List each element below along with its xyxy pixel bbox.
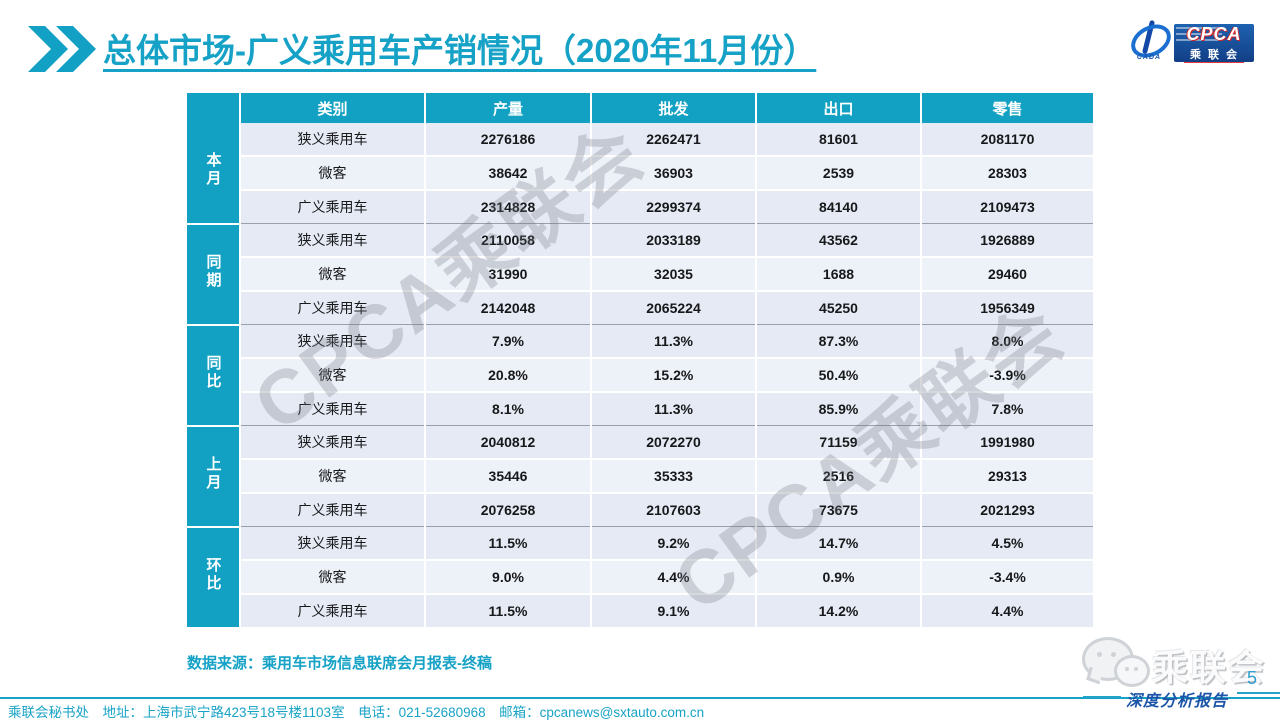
category-cell: 狭义乘用车 — [239, 425, 425, 459]
page-number: 5 — [1247, 668, 1258, 688]
group-mom: 环比 狭义乘用车 11.5% 9.2% 14.7% 4.5% 微客 9.0% 4… — [187, 525, 1093, 627]
table-header-row: 类别 产量 批发 出口 零售 — [187, 93, 1093, 123]
wechat-account-name: 乘联会 — [1152, 647, 1267, 688]
category-cell: 微客 — [239, 155, 425, 190]
report-type-label: 深度分析报告 — [1126, 693, 1229, 710]
category-cell: 狭义乘用车 — [239, 526, 425, 560]
group-label: 环比 — [187, 525, 240, 627]
chat-bubble-icon — [1114, 655, 1150, 687]
cpca-logo-text-cn: 乘联会 — [1184, 46, 1244, 63]
col-header-retail: 零售 — [920, 93, 1093, 123]
group-yoy: 同比 狭义乘用车 7.9% 11.3% 87.3% 8.0% 微客 20.8% … — [187, 323, 1093, 426]
category-cell: 微客 — [239, 458, 425, 493]
table-row: 广义乘用车 8.1% 11.3% 85.9% 7.8% — [187, 391, 1093, 426]
production-sales-table: 类别 产量 批发 出口 零售 本月 狭义乘用车 2276186 2262471 … — [187, 93, 1093, 627]
col-header-export: 出口 — [755, 93, 921, 123]
table-row: 广义乘用车 11.5% 9.1% 14.2% 4.4% — [187, 593, 1093, 627]
group-current-month: 本月 狭义乘用车 2276186 2262471 81601 2081170 微… — [187, 123, 1093, 224]
category-cell: 狭义乘用车 — [239, 223, 425, 257]
table-row: 本月 狭义乘用车 2276186 2262471 81601 2081170 — [187, 123, 1093, 224]
cpca-logo-text-en: CPCA — [1186, 23, 1242, 44]
table-row: 微客 20.8% 15.2% 50.4% -3.9% — [187, 357, 1093, 392]
category-cell: 狭义乘用车 — [239, 324, 425, 358]
col-header-category: 类别 — [239, 93, 425, 123]
table-row: 微客 35446 35333 2516 29313 — [187, 458, 1093, 493]
corner-cell — [187, 93, 240, 123]
table-row: 微客 38642 36903 2539 28303 — [187, 155, 1093, 190]
category-cell: 狭义乘用车 — [239, 123, 425, 156]
cpca-logo-box: CPCA 乘联会 — [1174, 23, 1254, 63]
table-row: 广义乘用车 2076258 2107603 73675 2021293 — [187, 492, 1093, 527]
col-header-production: 产量 — [424, 93, 591, 123]
cpca-emblem-icon: CADA — [1125, 17, 1177, 65]
category-cell: 微客 — [239, 357, 425, 392]
group-last-month: 上月 狭义乘用车 2040812 2072270 71159 1991980 微… — [187, 424, 1093, 527]
report-label-right-rule — [1237, 692, 1280, 694]
footer-contact-info: 乘联会秘书处 地址：上海市武宁路423号18号楼1103室 电话：021-526… — [8, 705, 705, 720]
category-cell: 广义乘用车 — [239, 189, 425, 224]
table-row: 环比 狭义乘用车 11.5% 9.2% 14.7% 4.5% — [187, 525, 1093, 627]
category-cell: 微客 — [239, 559, 425, 594]
double-chevron-icon — [28, 26, 100, 77]
category-cell: 广义乘用车 — [239, 492, 425, 527]
category-cell: 广义乘用车 — [239, 391, 425, 426]
cpca-logo: CADA CPCA 乘联会 — [1125, 17, 1256, 68]
data-source-note: 数据来源：乘用车市场信息联席会月报表-终稿 — [187, 655, 492, 672]
emblem-text: CADA — [1136, 54, 1162, 61]
table-row: 微客 9.0% 4.4% 0.9% -3.4% — [187, 559, 1093, 594]
col-header-wholesale: 批发 — [590, 93, 756, 123]
group-label: 同期 — [187, 222, 240, 325]
table-row: 上月 狭义乘用车 2040812 2072270 71159 1991980 — [187, 424, 1093, 527]
group-label: 同比 — [187, 323, 240, 426]
report-label-left-rule — [1083, 696, 1121, 698]
table-row: 同比 狭义乘用车 7.9% 11.3% 87.3% 8.0% — [187, 323, 1093, 426]
category-cell: 广义乘用车 — [239, 290, 425, 325]
footer-divider — [0, 697, 1280, 699]
table-row: 广义乘用车 2142048 2065224 45250 1956349 — [187, 290, 1093, 325]
table-row: 广义乘用车 2314828 2299374 84140 2109473 — [187, 189, 1093, 224]
wechat-logo: 乘联会 — [1078, 633, 1264, 689]
category-cell: 广义乘用车 — [239, 593, 425, 627]
group-same-period: 同期 狭义乘用车 2110058 2033189 43562 1926889 微… — [187, 222, 1093, 325]
table-row: 同期 狭义乘用车 2110058 2033189 43562 1926889 — [187, 222, 1093, 325]
category-cell: 微客 — [239, 256, 425, 291]
table-row: 微客 31990 32035 1688 29460 — [187, 256, 1093, 291]
group-label: 上月 — [187, 424, 240, 527]
group-label: 本月 — [187, 123, 240, 224]
page-title: 总体市场-广义乘用车产销情况（2020年11月份） — [103, 32, 817, 69]
